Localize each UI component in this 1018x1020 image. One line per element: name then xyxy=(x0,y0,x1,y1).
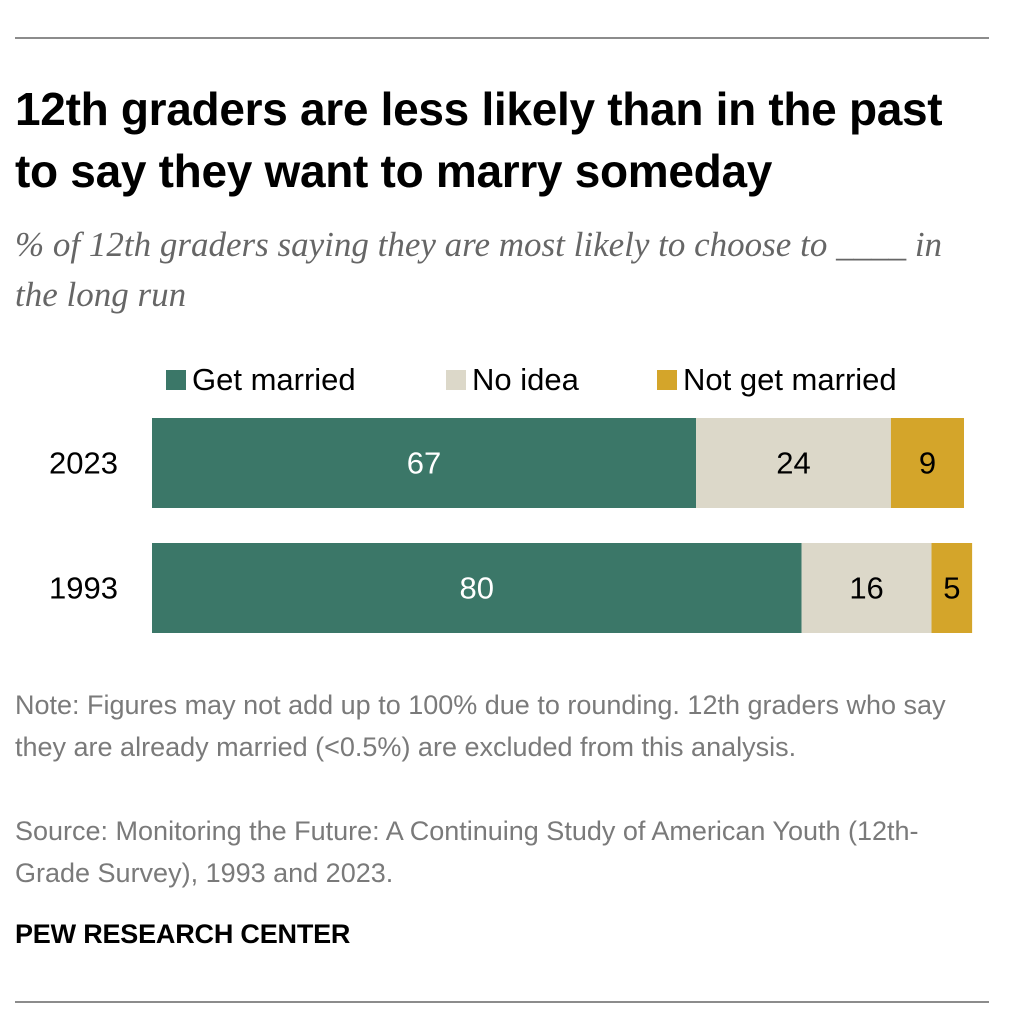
chart-source: Source: Monitoring the Future: A Continu… xyxy=(15,816,919,888)
data-label-get-married-2023: 67 xyxy=(407,446,441,481)
chart-note: Note: Figures may not add up to 100% due… xyxy=(15,690,946,762)
category-label-1993: 1993 xyxy=(49,571,118,606)
category-label-2023: 2023 xyxy=(49,446,118,481)
top-rule xyxy=(15,37,989,39)
org-credit: PEW RESEARCH CENTER xyxy=(15,919,351,949)
bar-get-married-2023 xyxy=(152,418,697,508)
bar-not-get-married-2023 xyxy=(890,418,964,508)
legend-swatch-not-get-married xyxy=(657,370,677,390)
legend-item-get-married: Get married xyxy=(166,360,356,400)
data-label-no-idea-1993: 16 xyxy=(849,571,883,606)
legend-swatch-get-married xyxy=(166,370,186,390)
legend-label-no-idea: No idea xyxy=(472,362,579,397)
legend-label-get-married: Get married xyxy=(192,362,356,397)
legend-item-not-get-married: Not get married xyxy=(657,360,897,400)
data-label-get-married-1993: 80 xyxy=(460,571,494,606)
chart-title: 12th graders are less likely than in the… xyxy=(15,83,943,197)
bottom-rule xyxy=(15,1001,989,1003)
bar-no-idea-1993 xyxy=(801,543,932,633)
data-label-not-get-married-2023: 9 xyxy=(919,446,936,481)
data-label-not-get-married-1993: 5 xyxy=(943,571,960,606)
bar-no-idea-2023 xyxy=(696,418,891,508)
chart-subtitle: % of 12th graders saying they are most l… xyxy=(15,225,943,314)
legend-swatch-no-idea xyxy=(446,370,466,390)
bar-get-married-1993 xyxy=(152,543,802,633)
bar-not-get-married-1993 xyxy=(931,543,973,633)
legend-item-no-idea: No idea xyxy=(446,360,579,400)
stacked-bar-chart: 2023 67 24 9 1993 80 16 5 xyxy=(49,418,973,633)
data-label-no-idea-2023: 24 xyxy=(776,446,810,481)
legend-label-not-get-married: Not get married xyxy=(683,362,897,397)
